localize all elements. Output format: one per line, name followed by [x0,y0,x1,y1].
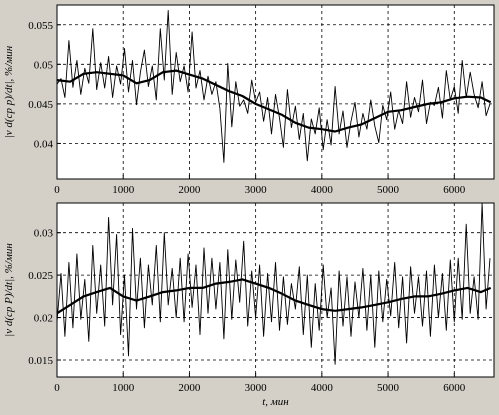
x-tick-label: 4000 [311,184,334,196]
x-tick-label: 6000 [443,184,466,196]
top-chart-panel: 0 1000 2000 3000 4000 5000 6000 0.04 0.045 0.05 0.… [3,4,495,196]
x-tick-label: 5000 [377,382,400,394]
x-tick-label: 3000 [245,382,268,394]
x-tick-label: 0 [54,184,60,196]
y-tick-label: 0.03 [34,228,54,240]
x-tick-label: 2000 [178,382,201,394]
y-tick-label: 0.04 [34,138,54,150]
smoothed-series-line [56,69,492,133]
y-tick-label: 0.05 [34,59,54,71]
x-tick-label: 4000 [311,382,334,394]
bottom-chart-panel: 0 1000 2000 3000 4000 5000 6000 0.015 0.02 0.025 0… [3,202,495,408]
x-tick-label: 5000 [377,184,400,196]
y-axis-label: |v d(cp P)/dt|, %/мин [3,243,15,337]
x-tick-label: 6000 [443,382,466,394]
smoothed-series-line [56,278,492,315]
plot-frame [56,202,495,378]
y-tick-label: 0.025 [28,270,53,282]
y-tick-label: 0.02 [34,313,53,325]
y-tick-label: 0.055 [28,20,53,32]
x-axis-label: t, мин [262,396,289,408]
x-tick-label: 0 [54,382,60,394]
x-tick-label: 1000 [112,382,135,394]
y-tick-label: 0.015 [28,355,53,367]
y-tick-label: 0.045 [28,99,53,111]
plot-frame [56,4,495,180]
raw-series-line [56,202,491,365]
y-axis-label: |v d(cp p)/dt|, %/мин [3,45,15,138]
x-tick-label: 3000 [245,184,268,196]
x-tick-label: 1000 [112,184,135,196]
plot-area [57,5,494,179]
x-tick-label: 2000 [178,184,201,196]
raw-series-line [56,10,491,163]
